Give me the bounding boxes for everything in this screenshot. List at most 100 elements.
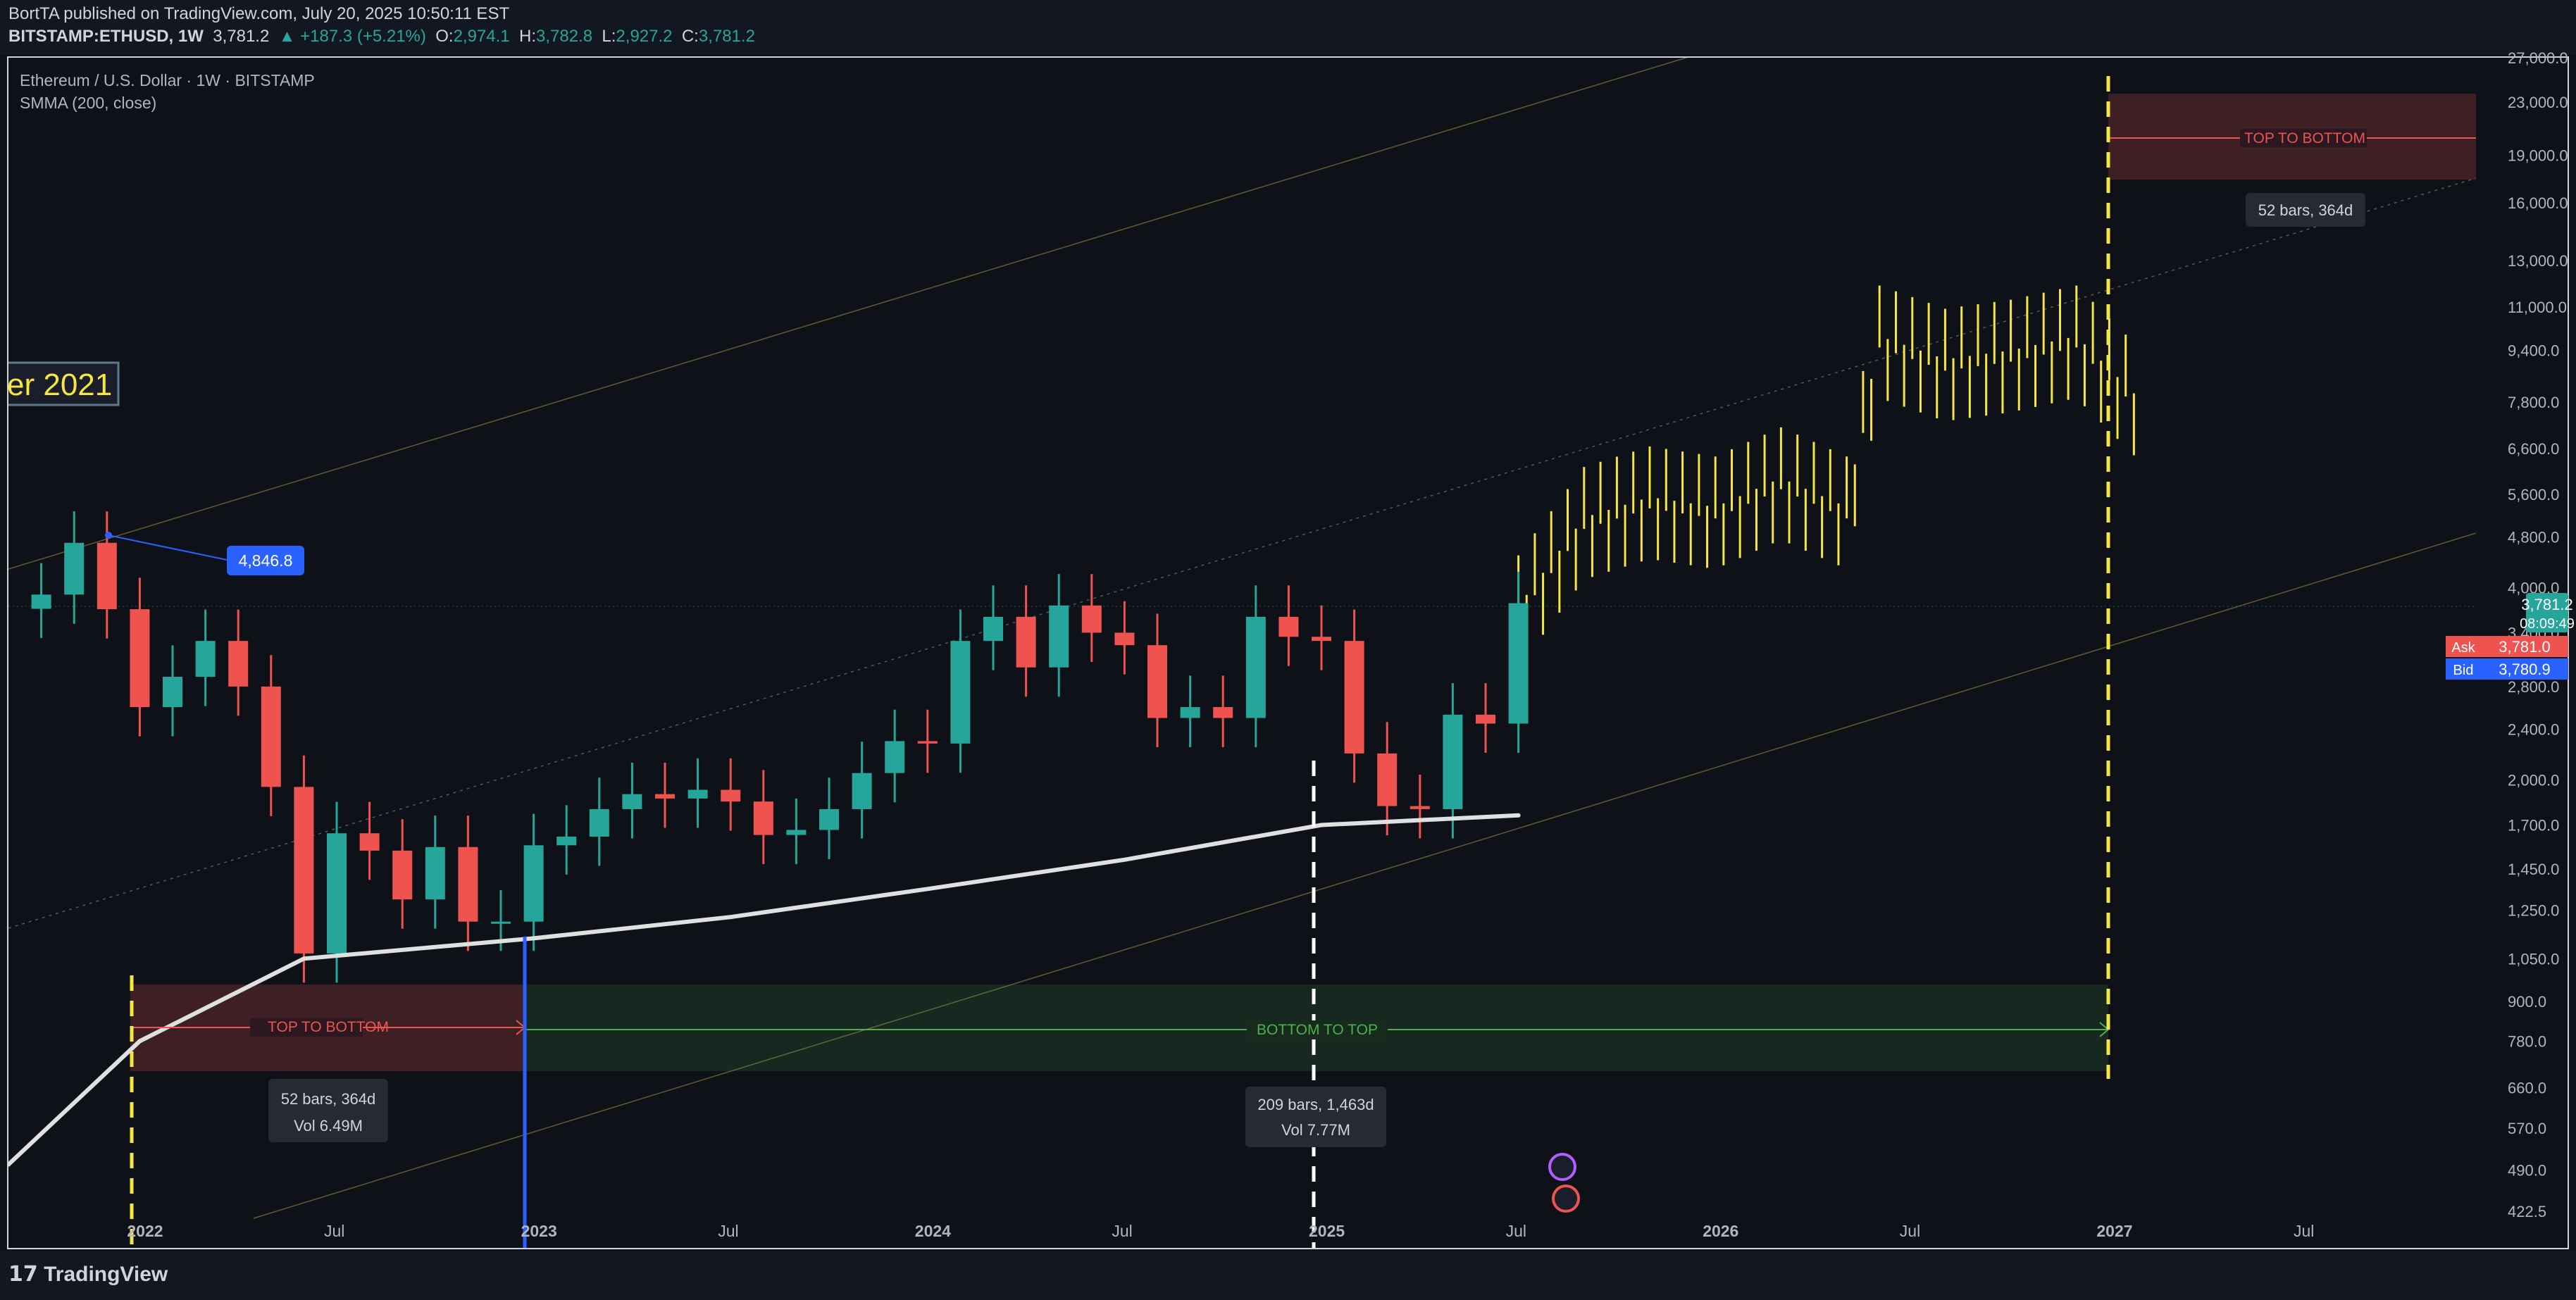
price-change: +187.3 (+5.21%) — [300, 27, 426, 46]
time-tick: Jul — [1900, 1222, 1920, 1240]
candle-body — [64, 542, 85, 595]
price-tick: 9,400.0 — [2508, 342, 2559, 360]
candle-body — [589, 808, 609, 837]
time-tick: Jul — [1112, 1222, 1132, 1240]
year-label: er 2021 — [7, 368, 112, 402]
price-tick: 16,000.0 — [2508, 194, 2568, 212]
candle-body — [327, 833, 347, 954]
bid-price: 3,780.9 — [2499, 661, 2550, 678]
chart-legend: Ethereum / U.S. Dollar · 1W · BITSTAMP S… — [20, 69, 315, 114]
symbol-label: BITSTAMP:ETHUSD, 1W — [8, 27, 204, 46]
candle-body — [130, 609, 150, 708]
price-tick: 7,800.0 — [2508, 394, 2559, 411]
price-tick: 490.0 — [2508, 1162, 2546, 1180]
candle-body — [195, 641, 216, 677]
candle-body — [885, 741, 905, 773]
ath-connector — [108, 535, 228, 561]
candle-body — [523, 845, 544, 922]
candle-body — [1508, 603, 1529, 724]
chart-title: Ethereum / U.S. Dollar · 1W · BITSTAMP — [20, 71, 315, 89]
range1-bars: 52 bars, 364d — [281, 1090, 376, 1108]
smma-200-line — [8, 813, 1521, 1167]
price-tick: 2,000.0 — [2508, 771, 2559, 789]
candle-body — [1081, 605, 1102, 633]
low-value: 2,927.2 — [616, 27, 673, 46]
time-tick: Jul — [324, 1222, 344, 1240]
price-tick: 11,000.0 — [2508, 299, 2567, 316]
candle-body — [392, 850, 413, 900]
candle-body — [950, 641, 971, 744]
tv-icon: 𝟭𝟳 — [8, 1263, 44, 1286]
time-tick: 2027 — [2096, 1222, 2132, 1240]
price-tick: 4,800.0 — [2508, 529, 2559, 546]
candle-body — [721, 789, 741, 802]
candle-body — [556, 837, 577, 846]
candle-body — [1443, 714, 1463, 809]
price-tick: 422.5 — [2508, 1203, 2546, 1220]
range1-vol: Vol 6.49M — [294, 1117, 363, 1135]
candle-body — [491, 921, 511, 924]
close-value: 3,781.2 — [698, 27, 755, 46]
bid-price-box — [2481, 658, 2568, 680]
price-tick: 2,800.0 — [2508, 678, 2559, 696]
time-tick: Jul — [1506, 1222, 1526, 1240]
range3-stats-box — [2246, 193, 2365, 227]
price-tick: 900.0 — [2508, 993, 2546, 1011]
candle-body — [1377, 753, 1398, 806]
ask-label-box — [2446, 636, 2481, 657]
time-tick: 2025 — [1309, 1222, 1345, 1240]
candle-body — [1312, 637, 1331, 642]
last-price-tag — [2526, 593, 2568, 632]
time-tick: 2024 — [915, 1222, 951, 1240]
candle-body — [753, 801, 773, 835]
range1-stats-box — [268, 1079, 388, 1142]
candle-body — [1245, 616, 1266, 718]
price-tick: 27,000.0 — [2508, 49, 2568, 67]
event-icon — [1548, 1153, 1576, 1181]
range3-label: TOP TO BOTTOM — [2244, 130, 2365, 146]
channel-upper-line — [8, 58, 1688, 570]
ath-label: 4,846.8 — [239, 551, 293, 570]
candle-body — [1213, 707, 1233, 718]
time-tick: 2022 — [127, 1222, 163, 1240]
candle-body — [261, 686, 281, 787]
candle-body — [852, 773, 872, 809]
candle-body — [1016, 616, 1036, 668]
range1-label: TOP TO BOTTOM — [268, 1019, 389, 1035]
price-tick: 780.0 — [2508, 1032, 2546, 1050]
time-axis: 2022 Jul 2023 Jul 2024 Jul 2025 Jul 2026 Jul 2027 J… — [127, 1222, 2314, 1240]
candle-body — [1344, 641, 1364, 754]
ask-price: 3,781.0 — [2499, 638, 2550, 656]
range2-vol: Vol 7.77M — [1281, 1121, 1350, 1139]
price-tick: 19,000.0 — [2508, 146, 2568, 164]
time-tick: 2023 — [521, 1222, 557, 1240]
candle-body — [1147, 645, 1167, 718]
ask-price-box — [2481, 636, 2568, 657]
ask-label: Ask — [2451, 640, 2475, 656]
ath-point — [105, 532, 112, 539]
publisher-line: BortTA published on TradingView.com, Jul… — [8, 4, 510, 23]
ohlc-line: BITSTAMP:ETHUSD, 1W 3,781.2 ▲ +187.3 (+5… — [8, 27, 755, 46]
candle-body — [31, 594, 51, 609]
countdown-label: 08:09:49 — [2520, 616, 2575, 632]
open-value: 2,974.1 — [453, 27, 510, 46]
price-tick: 5,600.0 — [2508, 486, 2559, 504]
candle-body — [425, 846, 445, 900]
candle-body — [228, 641, 249, 687]
candle-body — [97, 542, 117, 610]
candle-body — [819, 808, 839, 830]
footer-bar: 𝟭𝟳 TradingView — [0, 1251, 2576, 1300]
candle-body — [983, 616, 1003, 642]
bid-label: Bid — [2453, 663, 2474, 678]
price-tick: 13,000.0 — [2508, 252, 2568, 270]
price-tick: 1,250.0 — [2508, 902, 2559, 920]
price-axis: 27,000.0 23,000.0 19,000.0 16,000.0 13,000.0… — [2508, 49, 2568, 1220]
candle-body — [917, 741, 938, 744]
tradingview-logo[interactable]: 𝟭𝟳 TradingView — [8, 1263, 168, 1286]
indicator-label[interactable]: SMMA (200, close) — [20, 94, 157, 112]
candle-body — [1049, 605, 1069, 668]
flag-icon — [1552, 1185, 1580, 1213]
time-tick: Jul — [2294, 1222, 2314, 1240]
ath-label-box — [227, 546, 304, 575]
